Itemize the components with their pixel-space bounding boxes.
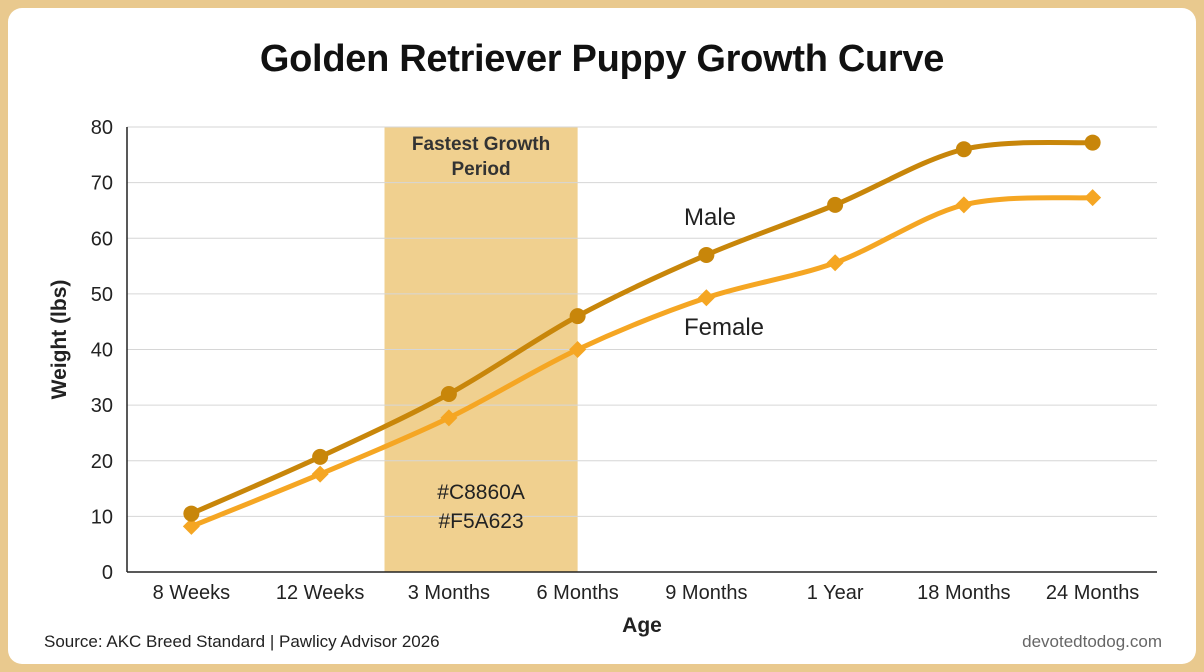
highlight-color-code: #F5A623 — [438, 510, 523, 533]
y-tick-label: 30 — [91, 395, 113, 417]
female-point — [955, 196, 973, 214]
male-point — [440, 386, 457, 402]
male-point — [569, 308, 586, 325]
male-point — [1084, 134, 1101, 151]
site-credit: devotedtodog.com — [1022, 632, 1162, 651]
y-tick-label: 20 — [91, 451, 113, 473]
female-point — [182, 517, 200, 535]
male-line — [188, 140, 1096, 517]
female-series-label: Female — [684, 314, 764, 341]
x-tick-label: 1 Year — [807, 582, 864, 604]
y-tick-label: 80 — [91, 117, 113, 139]
highlight-color-code: #C8860A — [437, 481, 525, 504]
male-point — [312, 448, 329, 465]
female-point — [569, 341, 587, 358]
highlight-label-line-1: Fastest Growth — [412, 134, 550, 155]
x-tick-label: 9 Months — [665, 582, 747, 604]
y-tick-label: 0 — [102, 562, 113, 584]
female-point — [826, 254, 844, 272]
x-tick-label: 3 Months — [408, 582, 490, 604]
male-point — [698, 246, 715, 263]
y-tick-label: 10 — [91, 506, 113, 528]
female-point — [440, 409, 458, 427]
highlight-label-line-2: Period — [452, 159, 511, 180]
y-axis-title: Weight (lbs) — [48, 280, 71, 400]
y-tick-label: 40 — [91, 340, 113, 362]
x-tick-label: 24 Months — [1046, 582, 1139, 604]
x-tick-label: 8 Weeks — [153, 582, 230, 604]
male-point — [955, 141, 972, 158]
male-point — [183, 505, 200, 522]
x-axis-title: Age — [622, 614, 662, 637]
x-tick-label: 6 Months — [536, 582, 618, 604]
y-tick-label: 70 — [91, 173, 113, 195]
female-point — [1084, 189, 1102, 207]
x-tick-label: 12 Weeks — [276, 582, 365, 604]
x-tick-label: 18 Months — [917, 582, 1010, 604]
female-line — [188, 195, 1096, 529]
y-tick-label: 60 — [91, 228, 113, 250]
male-series-label: Male — [684, 204, 736, 231]
source-note: Source: AKC Breed Standard | Pawlicy Adv… — [44, 632, 440, 651]
male-point — [827, 196, 844, 213]
chart-title: Golden Retriever Puppy Growth Curve — [259, 38, 945, 80]
female-point — [311, 465, 329, 483]
y-tick-label: 50 — [91, 284, 113, 306]
female-point — [697, 289, 715, 307]
